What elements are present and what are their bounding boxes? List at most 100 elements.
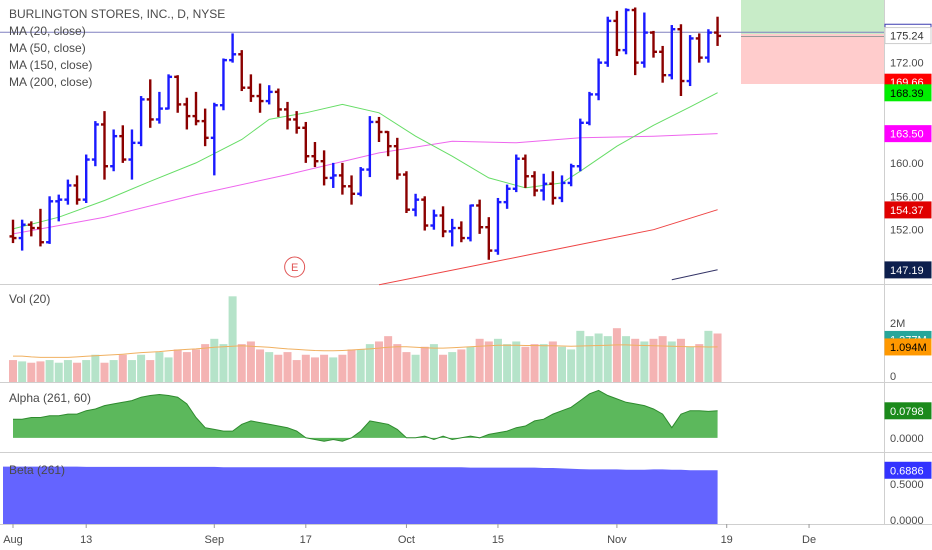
volume-bar (82, 360, 91, 382)
volume-bar (127, 360, 136, 382)
ohlc-bar (714, 16, 722, 46)
ohlc-bar (201, 108, 209, 147)
volume-bar (567, 349, 576, 382)
volume-bar (192, 349, 200, 382)
volume-bar (530, 344, 539, 382)
ohlc-bar (348, 175, 356, 205)
volume-bar (228, 296, 237, 382)
time-tick-label: 17 (300, 534, 312, 546)
price-tick: 156.00 (890, 191, 924, 203)
ohlc-bar (101, 111, 108, 180)
beta-area (3, 466, 718, 524)
ma200-line (671, 269, 718, 281)
ohlc-bar (18, 219, 26, 251)
ohlc-bar (238, 50, 246, 92)
volume-bar (448, 352, 457, 382)
price-badge: 175.24 (890, 31, 924, 43)
alpha-line (13, 389, 718, 442)
volume-bar (658, 336, 667, 382)
time-tick-label: 19 (721, 534, 733, 546)
ohlc-bar (91, 121, 99, 167)
volume-bar (603, 336, 612, 382)
ohlc-bar (73, 175, 81, 205)
volume-bar (457, 349, 466, 382)
ohlc-bar (219, 58, 227, 111)
volume-bar (429, 344, 438, 382)
price-tick: 152.00 (890, 225, 924, 237)
volume-bar (503, 344, 512, 382)
volume-bar (283, 352, 292, 382)
ohlc-bar (595, 58, 603, 101)
ma50-legend[interactable]: MA (50, close) (9, 41, 86, 55)
volume-bar (356, 349, 365, 382)
volume-tick: 2M (890, 318, 905, 330)
ohlc-bar (146, 79, 154, 128)
price-badge-bg (884, 261, 932, 279)
volume-bar (91, 354, 100, 382)
ma200-legend[interactable]: MA (200, close) (9, 75, 93, 89)
beta-badge: 0.6886 (890, 465, 924, 477)
ohlc-bar (284, 101, 291, 130)
ohlc-bar (412, 193, 420, 217)
volume-bar (54, 362, 63, 382)
ohlc-bar (311, 142, 319, 168)
ohlc-bar (494, 197, 502, 255)
volume-bar (274, 354, 283, 382)
volume-ma-line (13, 344, 718, 358)
volume-bar (301, 354, 310, 382)
ohlc-bar (650, 30, 657, 58)
ohlc-bar (256, 83, 264, 113)
time-tick-label: Oct (398, 534, 415, 546)
ohlc-bar (631, 7, 639, 76)
volume-bar (512, 341, 521, 382)
ohlc-bar (183, 97, 191, 130)
ohlc-bar (659, 45, 667, 83)
volume-legend[interactable]: Vol (20) (9, 292, 51, 306)
beta-legend[interactable]: Beta (261) (9, 463, 66, 477)
volume-bar (256, 349, 265, 382)
ohlc-bar (366, 116, 374, 178)
stop-zone-box (741, 34, 884, 84)
volume-badge-bg (884, 338, 932, 356)
alpha-area (13, 390, 718, 442)
ohlc-bar (467, 204, 474, 242)
volume-bar (338, 354, 347, 382)
alpha-legend[interactable]: Alpha (261, 60) (9, 391, 92, 405)
time-tick-label: 13 (80, 534, 92, 546)
volume-bar (402, 352, 411, 382)
ohlc-bar (576, 118, 584, 172)
volume-bar (585, 336, 594, 382)
volume-bar (310, 357, 319, 382)
ma150-legend[interactable]: MA (150, close) (9, 58, 93, 72)
price-badge-bg (884, 27, 932, 45)
volume-bar (475, 338, 484, 382)
time-tick-label: De (802, 534, 816, 546)
ohlc-bar (27, 221, 35, 237)
ohlc-bar (604, 16, 612, 67)
alpha-tick: 0.0000 (890, 433, 924, 445)
ma20-legend[interactable]: MA (20, close) (9, 24, 86, 38)
price-badge-bg (884, 201, 932, 219)
volume-bar (320, 354, 329, 382)
ohlc-bar (531, 171, 539, 197)
ohlc-bar (439, 206, 447, 238)
ohlc-bar (247, 74, 255, 102)
volume-bar (576, 330, 585, 382)
volume-bar (182, 352, 191, 382)
volume-bar (411, 354, 420, 382)
volume-bar (63, 360, 72, 382)
volume-bar (164, 357, 173, 382)
ohlc-bar (521, 154, 529, 188)
price-badge-bg (884, 125, 932, 143)
volume-bar (27, 362, 36, 382)
volume-bar (713, 333, 722, 382)
ma150-line (378, 209, 718, 286)
volume-bar (558, 346, 566, 382)
earnings-marker-label: E (291, 262, 298, 274)
ohlc-bar (293, 111, 301, 134)
ohlc-bar (375, 116, 383, 142)
ohlc-bar (677, 24, 685, 97)
chart-title[interactable]: BURLINGTON STORES, INC., D, NYSE (9, 7, 226, 21)
